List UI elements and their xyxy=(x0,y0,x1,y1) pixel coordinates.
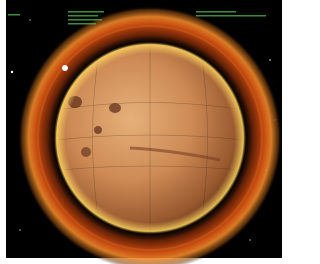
moon xyxy=(62,65,68,71)
planet-rim xyxy=(54,42,246,234)
space-view xyxy=(0,0,286,264)
page xyxy=(0,0,320,264)
